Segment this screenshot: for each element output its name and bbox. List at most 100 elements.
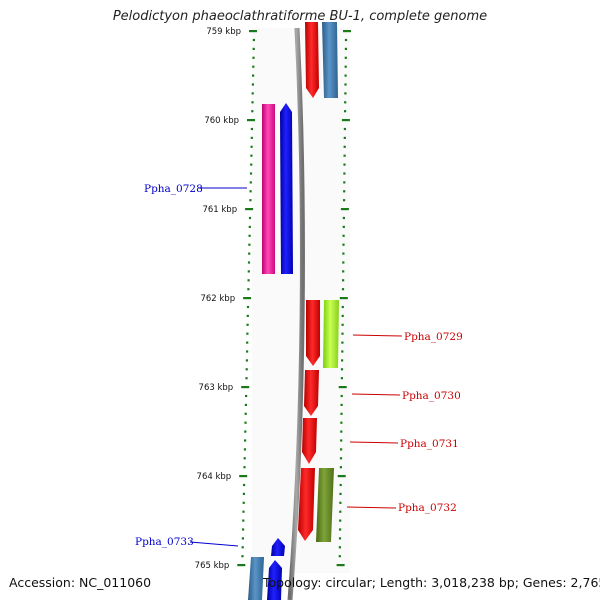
minor-tick [247, 261, 251, 264]
minor-tick [339, 528, 342, 531]
minor-tick [341, 323, 344, 326]
label-ppha-0732[interactable]: Ppha_0732 [398, 502, 457, 514]
minor-tick [244, 412, 247, 415]
minor-tick [249, 199, 252, 202]
minor-tick [246, 305, 250, 309]
forward-gene-bar[interactable] [322, 22, 338, 98]
gene-labels: Ppha_0728 Ppha_0729 Ppha_0730 Ppha_0731 … [135, 183, 463, 548]
minor-tick [344, 56, 347, 59]
reverse-cds-arrow[interactable] [280, 103, 293, 274]
major-tick [239, 475, 248, 478]
gene-ppha-0728[interactable] [262, 103, 293, 274]
forward-cds-arrow[interactable] [298, 468, 315, 541]
minor-tick [344, 47, 347, 50]
minor-tick [248, 216, 252, 220]
minor-tick [342, 225, 345, 228]
minor-tick [243, 448, 246, 451]
major-tick [340, 208, 349, 211]
major-tick [343, 30, 351, 33]
forward-gene-upper[interactable] [305, 22, 338, 98]
label-ppha-0729[interactable]: Ppha_0729 [404, 331, 463, 343]
minor-tick [249, 181, 252, 184]
minor-tick [343, 181, 346, 184]
minor-tick [242, 501, 245, 504]
major-tick [336, 564, 345, 567]
minor-tick [338, 546, 341, 549]
gene-ppha-0730[interactable] [304, 370, 319, 416]
label-ppha-0730[interactable]: Ppha_0730 [402, 390, 461, 402]
minor-tick [247, 279, 250, 282]
gene-ppha-0729[interactable] [306, 300, 339, 368]
minor-tick [242, 510, 245, 513]
minor-tick [249, 190, 252, 193]
minor-tick [339, 501, 342, 504]
minor-tick [243, 466, 246, 469]
major-tick [245, 208, 254, 211]
forward-cds-arrow[interactable] [305, 22, 319, 98]
minor-tick [341, 350, 344, 353]
minor-tick [343, 199, 346, 202]
minor-tick [249, 172, 253, 175]
minor-tick [246, 323, 249, 326]
major-tick [338, 386, 347, 389]
minor-tick [246, 332, 249, 335]
right-tick-marks [336, 30, 351, 567]
reverse-gene-bar[interactable] [262, 104, 275, 274]
leader-ppha-0733 [189, 541, 239, 547]
minor-tick [344, 101, 347, 104]
leader-ppha-0730 [351, 393, 401, 396]
gene-ppha-0732[interactable] [298, 468, 334, 542]
gene-ppha-0733[interactable] [248, 538, 285, 600]
label-ppha-0731[interactable]: Ppha_0731 [400, 438, 459, 450]
minor-tick [247, 270, 250, 273]
minor-tick [245, 377, 248, 380]
olive-bar[interactable] [316, 468, 334, 542]
minor-tick [246, 314, 249, 317]
minor-tick [343, 172, 346, 175]
minor-tick [244, 439, 247, 442]
minor-tick [342, 279, 345, 282]
minor-tick [340, 421, 343, 424]
minor-tick [342, 252, 345, 255]
minor-tick [340, 439, 343, 442]
minor-tick [343, 136, 346, 139]
reverse-cds-arrow[interactable] [271, 538, 285, 556]
label-ppha-0728[interactable]: Ppha_0728 [144, 183, 203, 195]
minor-tick [341, 341, 344, 344]
minor-tick [245, 368, 248, 371]
minor-tick [248, 225, 251, 228]
major-tick [339, 297, 348, 300]
minor-tick [244, 421, 247, 424]
minor-tick [340, 368, 344, 371]
minor-tick [250, 127, 253, 131]
minor-tick [340, 412, 343, 415]
gene-bar[interactable] [248, 557, 264, 600]
label-leaders [189, 187, 403, 547]
gene-ppha-0731[interactable] [302, 418, 317, 464]
minor-tick [343, 163, 346, 166]
minor-tick [343, 145, 346, 148]
major-tick [337, 475, 346, 478]
light-green-bar[interactable] [323, 300, 339, 368]
major-tick [341, 119, 350, 122]
minor-tick [339, 457, 343, 460]
minor-tick [339, 519, 342, 522]
minor-tick [252, 65, 255, 68]
scale-label-765: 765 kbp [195, 561, 230, 571]
minor-tick [251, 92, 254, 95]
reverse-cds-arrow[interactable] [267, 560, 282, 600]
minor-tick [250, 145, 253, 148]
minor-tick [245, 359, 248, 362]
forward-cds-arrow[interactable] [306, 300, 320, 366]
leader-ppha-0731 [349, 441, 399, 444]
minor-tick [344, 92, 347, 95]
minor-tick [342, 234, 345, 237]
minor-tick [344, 83, 347, 86]
minor-tick [246, 341, 249, 344]
label-ppha-0733[interactable]: Ppha_0733 [135, 536, 194, 548]
minor-tick [247, 288, 250, 291]
minor-tick [339, 483, 342, 487]
minor-tick [343, 127, 346, 131]
